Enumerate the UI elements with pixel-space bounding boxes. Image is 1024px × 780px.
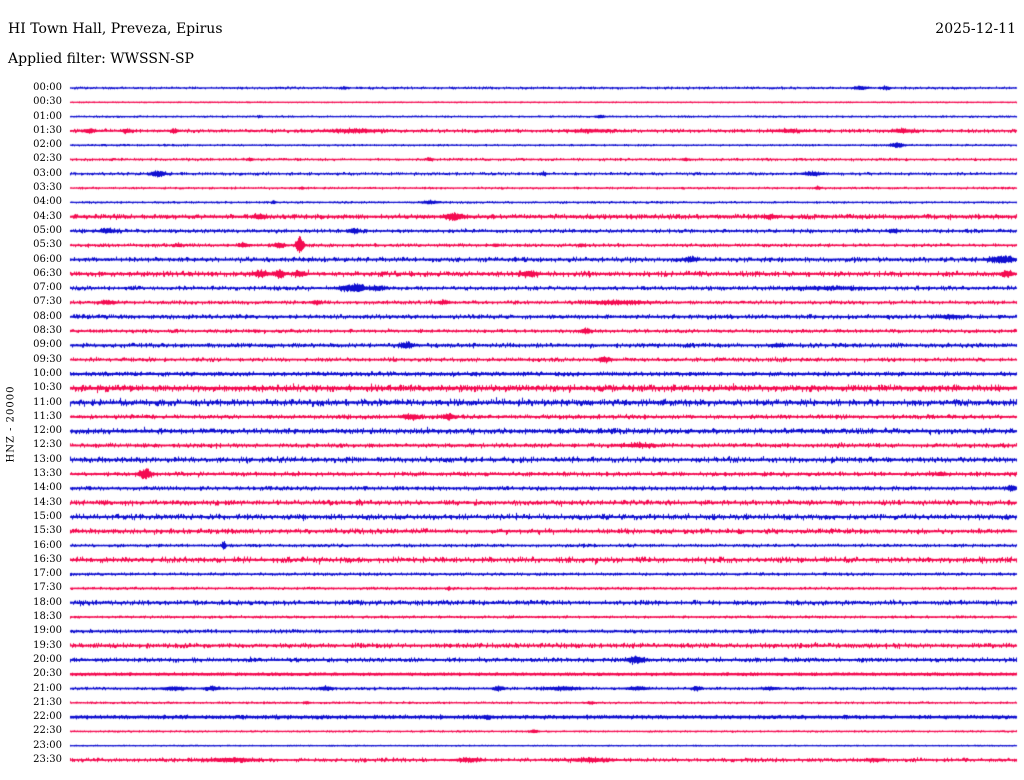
time-label-12:30: 12:30 (33, 439, 62, 451)
time-label-22:00: 22:00 (33, 711, 62, 723)
time-label-17:30: 17:30 (33, 582, 62, 594)
time-label-15:30: 15:30 (33, 525, 62, 537)
time-label-20:30: 20:30 (33, 668, 62, 680)
time-label-00:00: 00:00 (33, 82, 62, 93)
time-label-01:30: 01:30 (33, 124, 62, 136)
time-label-04:30: 04:30 (33, 210, 62, 222)
time-label-04:00: 04:00 (33, 196, 62, 208)
time-label-21:00: 21:00 (33, 682, 62, 694)
time-label-18:30: 18:30 (33, 611, 62, 623)
time-label-00:30: 00:30 (33, 96, 62, 108)
time-label-12:00: 12:00 (33, 425, 62, 437)
time-label-16:00: 16:00 (33, 539, 62, 551)
time-label-14:00: 14:00 (33, 482, 62, 494)
time-label-08:30: 08:30 (33, 325, 62, 337)
time-label-11:30: 11:30 (33, 410, 62, 422)
time-label-16:30: 16:30 (33, 553, 62, 565)
time-label-03:00: 03:00 (33, 167, 62, 179)
time-label-01:00: 01:00 (33, 110, 62, 122)
time-label-23:00: 23:00 (33, 739, 62, 751)
time-label-21:30: 21:30 (33, 696, 62, 708)
time-label-10:30: 10:30 (33, 382, 62, 394)
time-label-20:00: 20:00 (33, 653, 62, 665)
time-label-05:30: 05:30 (33, 239, 62, 251)
time-label-22:30: 22:30 (33, 725, 62, 737)
time-label-15:00: 15:00 (33, 510, 62, 522)
time-label-09:30: 09:30 (33, 353, 62, 365)
time-label-02:00: 02:00 (33, 139, 62, 151)
time-label-14:30: 14:30 (33, 496, 62, 508)
time-label-19:30: 19:30 (33, 639, 62, 651)
time-label-05:00: 05:00 (33, 224, 62, 236)
time-label-07:00: 07:00 (33, 282, 62, 294)
time-label-02:30: 02:30 (33, 153, 62, 165)
time-label-23:30: 23:30 (33, 754, 62, 765)
time-label-18:00: 18:00 (33, 596, 62, 608)
time-label-13:30: 13:30 (33, 468, 62, 480)
time-label-11:00: 11:00 (33, 396, 62, 408)
time-label-03:30: 03:30 (33, 182, 62, 194)
time-label-08:00: 08:00 (33, 310, 62, 322)
time-label-19:00: 19:00 (33, 625, 62, 637)
time-label-09:00: 09:00 (33, 339, 62, 351)
time-label-07:30: 07:30 (33, 296, 62, 308)
time-label-17:00: 17:00 (33, 568, 62, 580)
time-label-06:30: 06:30 (33, 267, 62, 279)
time-label-13:00: 13:00 (33, 453, 62, 465)
time-label-10:00: 10:00 (33, 367, 62, 379)
time-label-06:00: 06:00 (33, 253, 62, 265)
